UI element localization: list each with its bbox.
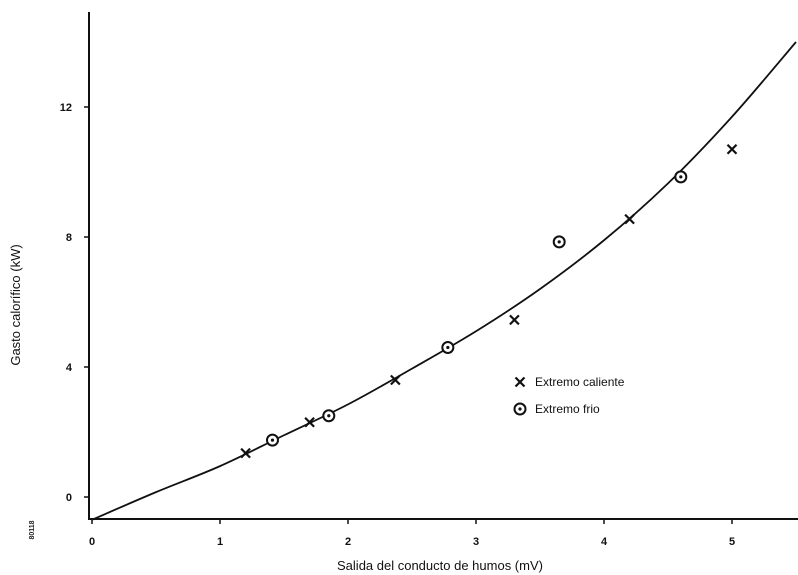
y-tick-label: 12 <box>60 102 72 114</box>
side-annotation: 80118 <box>29 520 36 539</box>
data-point-extremo-frio <box>322 409 336 423</box>
data-point-extremo-caliente <box>624 213 635 225</box>
y-axis-title: Gasto calorífico (kW) <box>8 244 23 365</box>
x-tick-label: 1 <box>217 536 223 548</box>
data-point-extremo-frio <box>441 341 455 354</box>
y-tick-label: 8 <box>66 232 72 244</box>
x-tick-label: 3 <box>473 536 479 548</box>
legend-x-symbol <box>514 376 526 388</box>
y-tick-label: 0 <box>66 492 72 504</box>
legend-label-extremo-caliente: Extremo caliente <box>535 375 625 389</box>
axes <box>88 12 798 520</box>
data-markers <box>240 143 738 459</box>
x-tick-label: 4 <box>601 536 608 548</box>
data-point-extremo-frio <box>674 170 688 184</box>
x-tick-label: 0 <box>89 536 95 548</box>
data-point-extremo-caliente <box>390 374 401 386</box>
legend-label-extremo-frio: Extremo frio <box>535 402 600 416</box>
legend-circle-symbol <box>513 402 527 416</box>
data-point-extremo-caliente <box>240 447 251 459</box>
x-tick-label: 2 <box>345 536 351 548</box>
x-tick-label: 5 <box>729 536 735 548</box>
legend-circle-marker-icon <box>513 402 527 416</box>
y-tick-label: 4 <box>66 362 73 374</box>
fitted-curve <box>91 41 797 521</box>
x-ticks: 0 1 2 3 4 5 <box>89 519 735 548</box>
legend: Extremo caliente Extremo frio <box>513 375 625 416</box>
data-point-extremo-caliente <box>509 314 520 326</box>
legend-item-extremo-frio: Extremo frio <box>513 402 600 416</box>
data-point-extremo-caliente <box>726 143 738 155</box>
legend-x-marker-icon <box>514 376 526 388</box>
data-point-extremo-frio <box>265 433 279 447</box>
data-point-extremo-caliente <box>304 416 315 428</box>
x-axis-title: Salida del conducto de humos (mV) <box>337 558 543 573</box>
legend-item-extremo-caliente: Extremo caliente <box>514 375 625 389</box>
data-point-extremo-frio <box>552 235 566 249</box>
y-ticks: 0 4 8 12 <box>60 102 89 504</box>
